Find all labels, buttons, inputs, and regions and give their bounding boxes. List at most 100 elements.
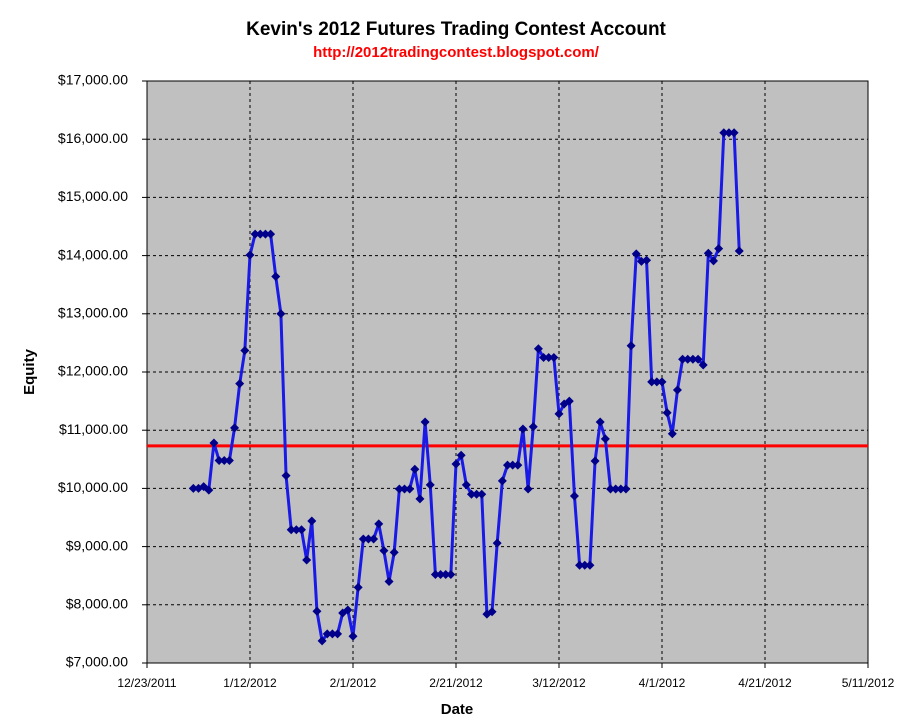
data-marker: [271, 272, 281, 282]
y-tick-label: $7,000.00: [66, 654, 128, 670]
x-tick-label: 4/1/2012: [639, 676, 686, 690]
data-marker: [600, 434, 610, 444]
data-marker: [224, 455, 234, 465]
x-tick-label: 2/21/2012: [429, 676, 483, 690]
data-marker: [353, 582, 363, 592]
data-marker: [255, 229, 265, 239]
x-tick-label: 4/21/2012: [738, 676, 792, 690]
data-marker: [451, 459, 461, 469]
data-marker: [703, 248, 713, 258]
data-marker: [266, 229, 276, 239]
data-marker: [688, 354, 698, 364]
data-marker: [518, 424, 528, 434]
data-marker: [286, 525, 296, 535]
data-marker: [363, 534, 373, 544]
data-marker: [307, 516, 317, 526]
data-marker: [642, 255, 652, 265]
data-marker: [461, 480, 471, 490]
data-marker: [497, 476, 507, 486]
data-marker: [456, 450, 466, 460]
data-marker: [188, 483, 198, 493]
x-tick-label: 3/12/2012: [532, 676, 586, 690]
y-tick-label: $10,000.00: [58, 479, 128, 495]
data-marker: [230, 423, 240, 433]
data-marker: [590, 456, 600, 466]
data-marker: [415, 494, 425, 504]
data-marker: [322, 629, 332, 639]
data-marker: [358, 534, 368, 544]
data-marker: [441, 570, 451, 580]
data-marker: [575, 560, 585, 570]
data-marker: [281, 471, 291, 481]
data-marker: [214, 455, 224, 465]
data-marker: [291, 525, 301, 535]
data-marker: [379, 546, 389, 556]
data-marker: [333, 629, 343, 639]
data-marker: [564, 396, 574, 406]
data-marker: [719, 128, 729, 138]
data-marker: [523, 484, 533, 494]
data-marker: [662, 408, 672, 418]
data-marker: [714, 244, 724, 254]
x-tick-label: 5/11/2012: [842, 676, 895, 690]
data-marker: [430, 570, 440, 580]
data-marker: [724, 128, 734, 138]
data-marker: [734, 246, 744, 256]
data-marker: [219, 455, 229, 465]
data-marker: [276, 309, 286, 319]
data-marker: [678, 354, 688, 364]
data-marker: [348, 631, 358, 641]
x-tick-label: 1/12/2012: [223, 676, 277, 690]
data-marker: [683, 354, 693, 364]
data-marker: [508, 460, 518, 470]
data-marker: [595, 417, 605, 427]
y-tick-label: $11,000.00: [59, 421, 128, 437]
data-marker: [693, 354, 703, 364]
data-marker: [400, 484, 409, 494]
data-marker: [472, 489, 482, 499]
data-marker: [585, 560, 595, 570]
data-marker: [503, 460, 512, 470]
data-marker: [410, 464, 420, 474]
data-marker: [250, 229, 260, 239]
data-marker: [389, 547, 399, 557]
data-marker: [466, 489, 476, 499]
y-tick-label: $14,000.00: [58, 246, 128, 262]
x-tick-label: 2/1/2012: [330, 676, 377, 690]
data-marker: [492, 538, 502, 548]
data-marker: [621, 484, 631, 494]
data-marker: [652, 377, 662, 387]
data-marker: [302, 555, 312, 565]
data-marker: [657, 377, 667, 387]
chart-subtitle: http://2012tradingcontest.blogspot.com/: [313, 44, 600, 61]
data-marker: [667, 429, 677, 439]
x-tick-label: 12/23/2011: [117, 676, 176, 690]
chart-title: Kevin's 2012 Futures Trading Contest Acc…: [246, 19, 666, 40]
data-marker: [260, 229, 270, 239]
y-tick-label: $15,000.00: [58, 188, 128, 204]
data-marker: [343, 605, 353, 615]
y-tick-label: $9,000.00: [66, 537, 128, 553]
data-marker: [698, 360, 708, 370]
data-marker: [420, 417, 430, 427]
data-marker: [487, 607, 497, 617]
data-marker: [569, 491, 579, 501]
y-tick-label: $12,000.00: [58, 363, 128, 379]
data-marker: [405, 484, 415, 494]
data-marker: [235, 379, 245, 389]
data-marker: [436, 570, 446, 580]
y-tick-label: $17,000.00: [58, 72, 128, 88]
y-tick-label: $13,000.00: [58, 305, 128, 321]
data-marker: [209, 438, 219, 448]
data-marker: [672, 385, 682, 395]
data-marker: [709, 256, 718, 266]
data-marker: [616, 484, 626, 494]
data-marker: [374, 519, 384, 529]
data-marker: [384, 577, 394, 587]
data-marker: [606, 484, 615, 494]
y-tick-label: $8,000.00: [66, 596, 128, 612]
data-marker: [245, 250, 255, 260]
data-marker: [369, 534, 379, 544]
